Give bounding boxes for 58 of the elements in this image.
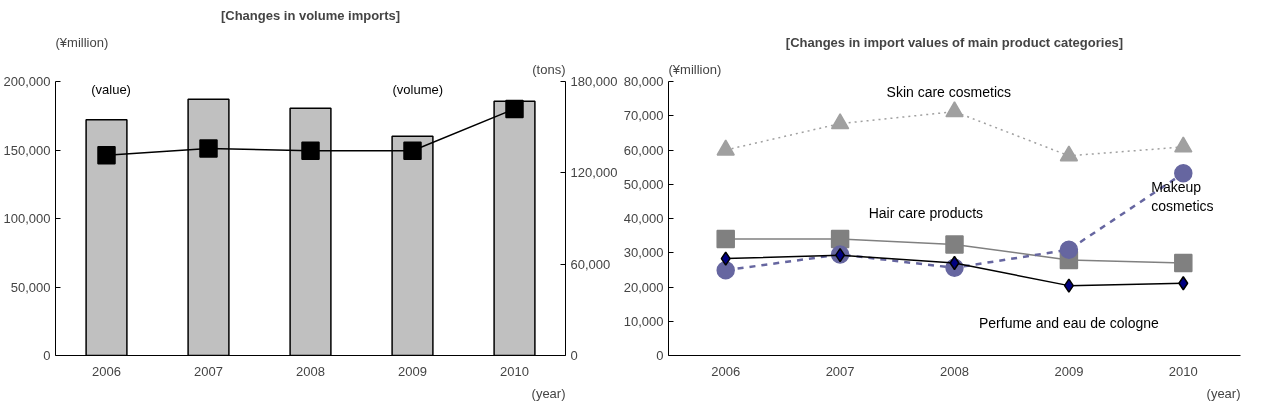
point bbox=[830, 113, 850, 130]
point bbox=[505, 99, 524, 119]
y-tick-label: 50,000 bbox=[10, 279, 51, 295]
point bbox=[720, 251, 731, 266]
y-tick-label: 100,000 bbox=[3, 211, 51, 226]
chart-title: [Changes in volume imports] bbox=[220, 7, 401, 23]
x-tick-label: 2006 bbox=[711, 363, 741, 379]
y-tick-label: 0 bbox=[656, 348, 664, 363]
point bbox=[1063, 278, 1074, 293]
series-label: Skin care cosmetics bbox=[886, 84, 1012, 101]
y-tick-label: 70,000 bbox=[623, 108, 664, 124]
point bbox=[945, 101, 964, 118]
y2-tick-label: 120,000 bbox=[570, 165, 618, 181]
series-label: Makeup cosmetics bbox=[1151, 178, 1214, 215]
point bbox=[403, 141, 422, 161]
y-tick-label: 150,000 bbox=[3, 142, 51, 158]
x-tick-label: 2007 bbox=[825, 363, 855, 379]
y-tick-label: 200,000 bbox=[3, 74, 51, 89]
point bbox=[1059, 240, 1079, 259]
y-tick-label: 30,000 bbox=[623, 245, 664, 261]
chart-title: [Changes in import values of main product categories] bbox=[785, 34, 1124, 50]
point bbox=[1174, 136, 1193, 153]
point bbox=[97, 146, 116, 165]
point bbox=[1174, 253, 1193, 273]
y-tick-label: 50,000 bbox=[623, 176, 664, 192]
y2-tick-label: 60,000 bbox=[570, 256, 611, 272]
y2-axis-title: (tons) bbox=[532, 61, 566, 77]
y2-tick-label: 180,000 bbox=[570, 74, 618, 89]
x-tick-label: 2009 bbox=[398, 363, 427, 379]
x-tick-label: 2010 bbox=[500, 363, 529, 379]
point bbox=[716, 260, 735, 280]
text: (volume) bbox=[392, 82, 444, 98]
y-tick-label: 40,000 bbox=[623, 211, 664, 226]
x-tick-label: 2007 bbox=[194, 363, 223, 379]
point bbox=[945, 235, 964, 254]
y-tick-label: 0 bbox=[43, 348, 51, 363]
x-axis-title: (year) bbox=[531, 385, 566, 401]
y-tick-label: 10,000 bbox=[623, 313, 664, 329]
y-tick-label: 80,000 bbox=[623, 74, 664, 89]
point bbox=[301, 141, 320, 161]
x-tick-label: 2008 bbox=[940, 363, 969, 379]
x-tick-label: 2008 bbox=[296, 363, 325, 379]
y-axis-title: (¥million) bbox=[668, 61, 722, 77]
x-tick-label: 2010 bbox=[1168, 363, 1198, 379]
series-label: (value) bbox=[91, 82, 131, 98]
series-label: Hair care products bbox=[868, 205, 984, 222]
point bbox=[716, 139, 735, 156]
y-tick-label: 60,000 bbox=[623, 142, 664, 158]
point bbox=[199, 139, 218, 158]
x-axis-title: (year) bbox=[1206, 385, 1241, 401]
x-tick-label: 2006 bbox=[92, 363, 121, 379]
point bbox=[716, 229, 735, 249]
y-axis-title: (¥million) bbox=[55, 34, 109, 50]
x-tick-label: 2009 bbox=[1054, 363, 1084, 379]
point bbox=[1059, 145, 1079, 162]
y2-tick-label: 0 bbox=[570, 348, 578, 363]
y-tick-label: 20,000 bbox=[623, 279, 664, 295]
text: Perfume and eau de cologne bbox=[979, 314, 1160, 331]
